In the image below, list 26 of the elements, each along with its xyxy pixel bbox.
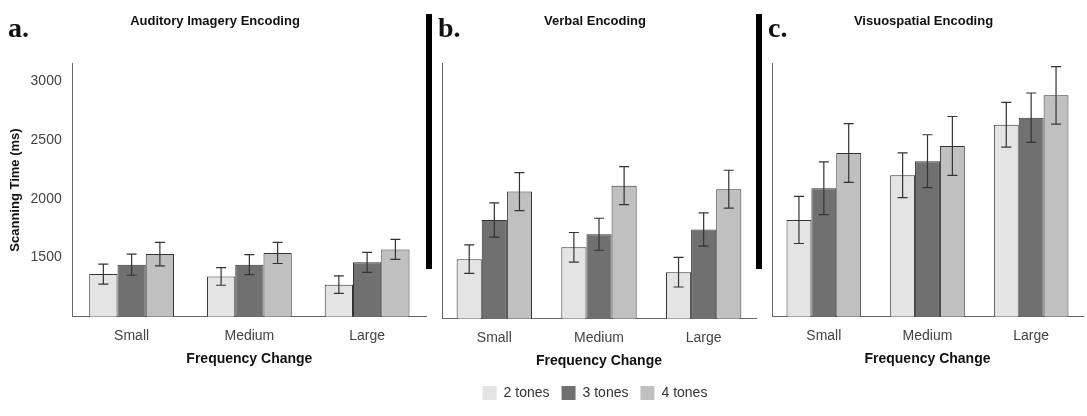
x-axis-title: Frequency Change: [535, 352, 663, 369]
x-tick-label: Large: [349, 326, 386, 343]
y-tick-label: 1500: [30, 248, 62, 265]
y-tick-label: 2500: [30, 130, 62, 147]
legend-label: 3 tones: [582, 383, 629, 400]
x-tick-label: Large: [1013, 326, 1050, 343]
text: c.: [768, 12, 788, 44]
x-tick-label: Medium: [224, 326, 275, 343]
x-tick-label: Small: [476, 328, 512, 345]
legend-label: 2 tones: [503, 383, 550, 400]
chart-title: Auditory Imagery Encoding: [130, 13, 300, 29]
x-axis-title: Frequency Change: [864, 350, 991, 367]
y-tick-label: 2000: [30, 189, 62, 206]
x-tick-label: Medium: [902, 326, 953, 343]
text: a.: [8, 12, 29, 44]
x-axis-title: Frequency Change: [186, 350, 313, 367]
x-tick-label: Medium: [574, 328, 624, 345]
legend-label: 4 tones: [661, 383, 708, 400]
x-tick-label: Large: [685, 328, 722, 345]
text: b.: [438, 12, 461, 44]
x-tick-label: Small: [806, 326, 842, 343]
chart-title: Visuospatial Encoding: [853, 13, 994, 29]
x-tick-label: Small: [114, 326, 150, 343]
chart-title: Verbal Encoding: [544, 13, 646, 29]
y-tick-label: 3000: [30, 72, 62, 89]
y-axis-title: Scanning Time (ms): [7, 128, 23, 252]
